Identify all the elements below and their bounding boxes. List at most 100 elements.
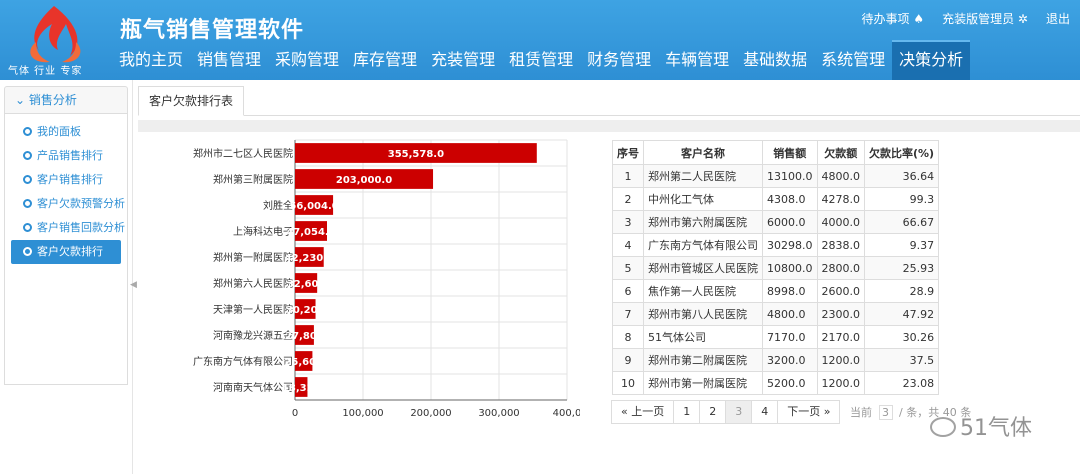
sidebar-item-label: 客户欠款预警分析 (37, 197, 125, 210)
table-row[interactable]: 7 郑州市第八人民医院 4800.0 2300.0 47.92 (612, 302, 940, 326)
tab-bar: 客户欠款排行表 (138, 86, 1080, 116)
col-header-sales: 销售额 (762, 140, 818, 165)
table-row[interactable]: 9 郑州市第二附属医院 3200.0 1200.0 37.5 (612, 348, 940, 372)
y-tick-label: 天津第一人民医院 (213, 303, 293, 316)
user-label: 充装版管理员 (942, 12, 1015, 26)
chart-bar (295, 351, 313, 371)
nav-item-decision[interactable]: 决策分析 (892, 40, 971, 80)
nav-item-filling[interactable]: 充装管理 (431, 50, 496, 69)
x-tick-label: 100,000 (342, 408, 383, 419)
nav-item-sales[interactable]: 销售管理 (197, 50, 262, 69)
sidebar-item-customer-sales-rank[interactable]: 客户销售排行 (11, 168, 121, 192)
sidebar-item-dashboard[interactable]: 我的面板 (11, 120, 121, 144)
y-tick-label: 河南豫龙兴源五金 (213, 329, 293, 342)
chevron-down-icon: ⌄ (15, 93, 29, 107)
next-page-button[interactable]: 下一页 » (777, 400, 841, 424)
cell-ratio: 23.08 (863, 371, 940, 395)
bar-value-label: 25,602 (284, 357, 323, 368)
chart-bar (295, 299, 316, 319)
sidebar-section-header[interactable]: ⌄ 销售分析 (4, 86, 128, 114)
cell-index: 6 (612, 279, 644, 303)
cell-sales: 7170.0 (762, 325, 818, 349)
current-page-input[interactable]: 3 (878, 405, 893, 420)
sidebar-item-collection-analysis[interactable]: 客户销售回款分析 (11, 216, 125, 240)
bar-value-label: 32,600 (287, 279, 326, 290)
cell-customer: 中州化工气体 (643, 187, 763, 211)
cell-index: 7 (612, 302, 644, 326)
y-tick-label: 广东南方气体有限公司 (193, 355, 293, 368)
collapse-sidebar-icon[interactable]: ◀ (130, 280, 137, 290)
table-row[interactable]: 2 中州化工气体 4308.0 4278.0 99.3 (612, 187, 940, 211)
col-header-customer: 客户名称 (643, 140, 763, 165)
cell-ratio: 9.37 (863, 233, 940, 257)
cell-index: 1 (612, 164, 644, 188)
nav-item-base-data[interactable]: 基础数据 (743, 50, 808, 69)
table-row[interactable]: 8 51气体公司 7170.0 2170.0 30.26 (612, 325, 940, 349)
bar-value-label: 203,000.0 (336, 175, 392, 186)
page-button-current[interactable]: 3 (725, 400, 753, 424)
sidebar-item-debt-rank[interactable]: 客户欠款排行 (11, 240, 121, 264)
page-button[interactable]: 2 (699, 400, 727, 424)
cell-debt: 2300.0 (816, 302, 865, 326)
nav-item-leasing[interactable]: 租赁管理 (509, 50, 574, 69)
cell-debt: 4278.0 (816, 187, 865, 211)
nav-item-purchase[interactable]: 采购管理 (275, 50, 340, 69)
sidebar-item-product-sales-rank[interactable]: 产品销售排行 (11, 144, 121, 168)
chart-bar (295, 143, 537, 163)
cell-index: 4 (612, 233, 644, 257)
page-button[interactable]: 4 (751, 400, 779, 424)
col-header-debt: 欠款额 (816, 140, 865, 165)
y-tick-label: 郑州第一附属医院 (213, 251, 293, 264)
cell-sales: 13100.0 (762, 164, 818, 188)
main-nav: 我的主页 销售管理 采购管理 库存管理 充装管理 租赁管理 财务管理 车辆管理 … (112, 40, 971, 80)
nav-item-system[interactable]: 系统管理 (821, 50, 886, 69)
watermark-text: 51气体 (960, 416, 1032, 441)
cell-sales: 6000.0 (762, 210, 818, 234)
logout-link[interactable]: 退出 (1045, 12, 1070, 26)
nav-item-home[interactable]: 我的主页 (119, 50, 184, 69)
cell-ratio: 66.67 (863, 210, 940, 234)
cell-ratio: 30.26 (863, 325, 940, 349)
table-row[interactable]: 5 郑州市管城区人民医院 10800.0 2800.0 25.93 (612, 256, 940, 280)
circle-icon (23, 247, 32, 256)
bar-value-label: 47,054.0 (286, 227, 335, 238)
table-row[interactable]: 3 郑州市第六附属医院 6000.0 4000.0 66.67 (612, 210, 940, 234)
todo-link[interactable]: 待办事项 ♠ (862, 10, 925, 27)
sidebar-item-debt-warning[interactable]: 客户欠款预警分析 (11, 192, 125, 216)
cell-index: 8 (612, 325, 644, 349)
cell-debt: 4000.0 (816, 210, 865, 234)
chart-bar (295, 377, 308, 397)
cell-sales: 30298.0 (762, 233, 818, 257)
nav-item-finance[interactable]: 财务管理 (587, 50, 652, 69)
nav-item-inventory[interactable]: 库存管理 (353, 50, 418, 69)
cell-debt: 2838.0 (816, 233, 865, 257)
chart-bar (295, 195, 334, 215)
user-menu[interactable]: 充装版管理员 ✲ (942, 10, 1028, 27)
debt-rank-chart: 0 100,000 200,000 300,000 400,0 郑州市二七区人民医院 355… (193, 139, 580, 419)
debt-table: 序号 客户名称 销售额 欠款额 欠款比率(%) 1 郑州第二人民医院 13100.0… (612, 140, 940, 395)
circle-icon (23, 151, 32, 160)
circle-icon (23, 175, 32, 184)
cell-ratio: 99.3 (863, 187, 940, 211)
cell-debt: 4800.0 (816, 164, 865, 188)
top-links: 待办事项 ♠ 充装版管理员 ✲ 退出 (862, 10, 1071, 27)
cell-ratio: 37.5 (863, 348, 940, 372)
sidebar-item-label: 客户欠款排行 (37, 245, 103, 258)
y-tick-label: 上海科达电子 (233, 225, 293, 238)
cell-sales: 3200.0 (762, 348, 818, 372)
prev-page-button[interactable]: « 上一页 (611, 400, 675, 424)
nav-item-vehicles[interactable]: 车辆管理 (665, 50, 730, 69)
page-button[interactable]: 1 (673, 400, 701, 424)
sidebar-item-label: 产品销售排行 (37, 149, 103, 162)
table-row[interactable]: 4 广东南方气体有限公司 30298.0 2838.0 9.37 (612, 233, 940, 257)
sidebar-section-label: 销售分析 (28, 93, 77, 107)
tab-debt-rank[interactable]: 客户欠款排行表 (138, 86, 245, 116)
chart-bar (295, 221, 327, 241)
table-row[interactable]: 1 郑州第二人民医院 13100.0 4800.0 36.64 (612, 164, 940, 188)
x-tick-label: 200,000 (410, 408, 451, 419)
cell-sales: 8998.0 (762, 279, 818, 303)
cell-index: 10 (612, 371, 644, 395)
table-row[interactable]: 10 郑州市第一附属医院 5200.0 1200.0 23.08 (612, 371, 940, 395)
y-tick-label: 郑州市二七区人民医院 (193, 147, 293, 160)
table-row[interactable]: 6 焦作第一人民医院 8998.0 2600.0 28.9 (612, 279, 940, 303)
